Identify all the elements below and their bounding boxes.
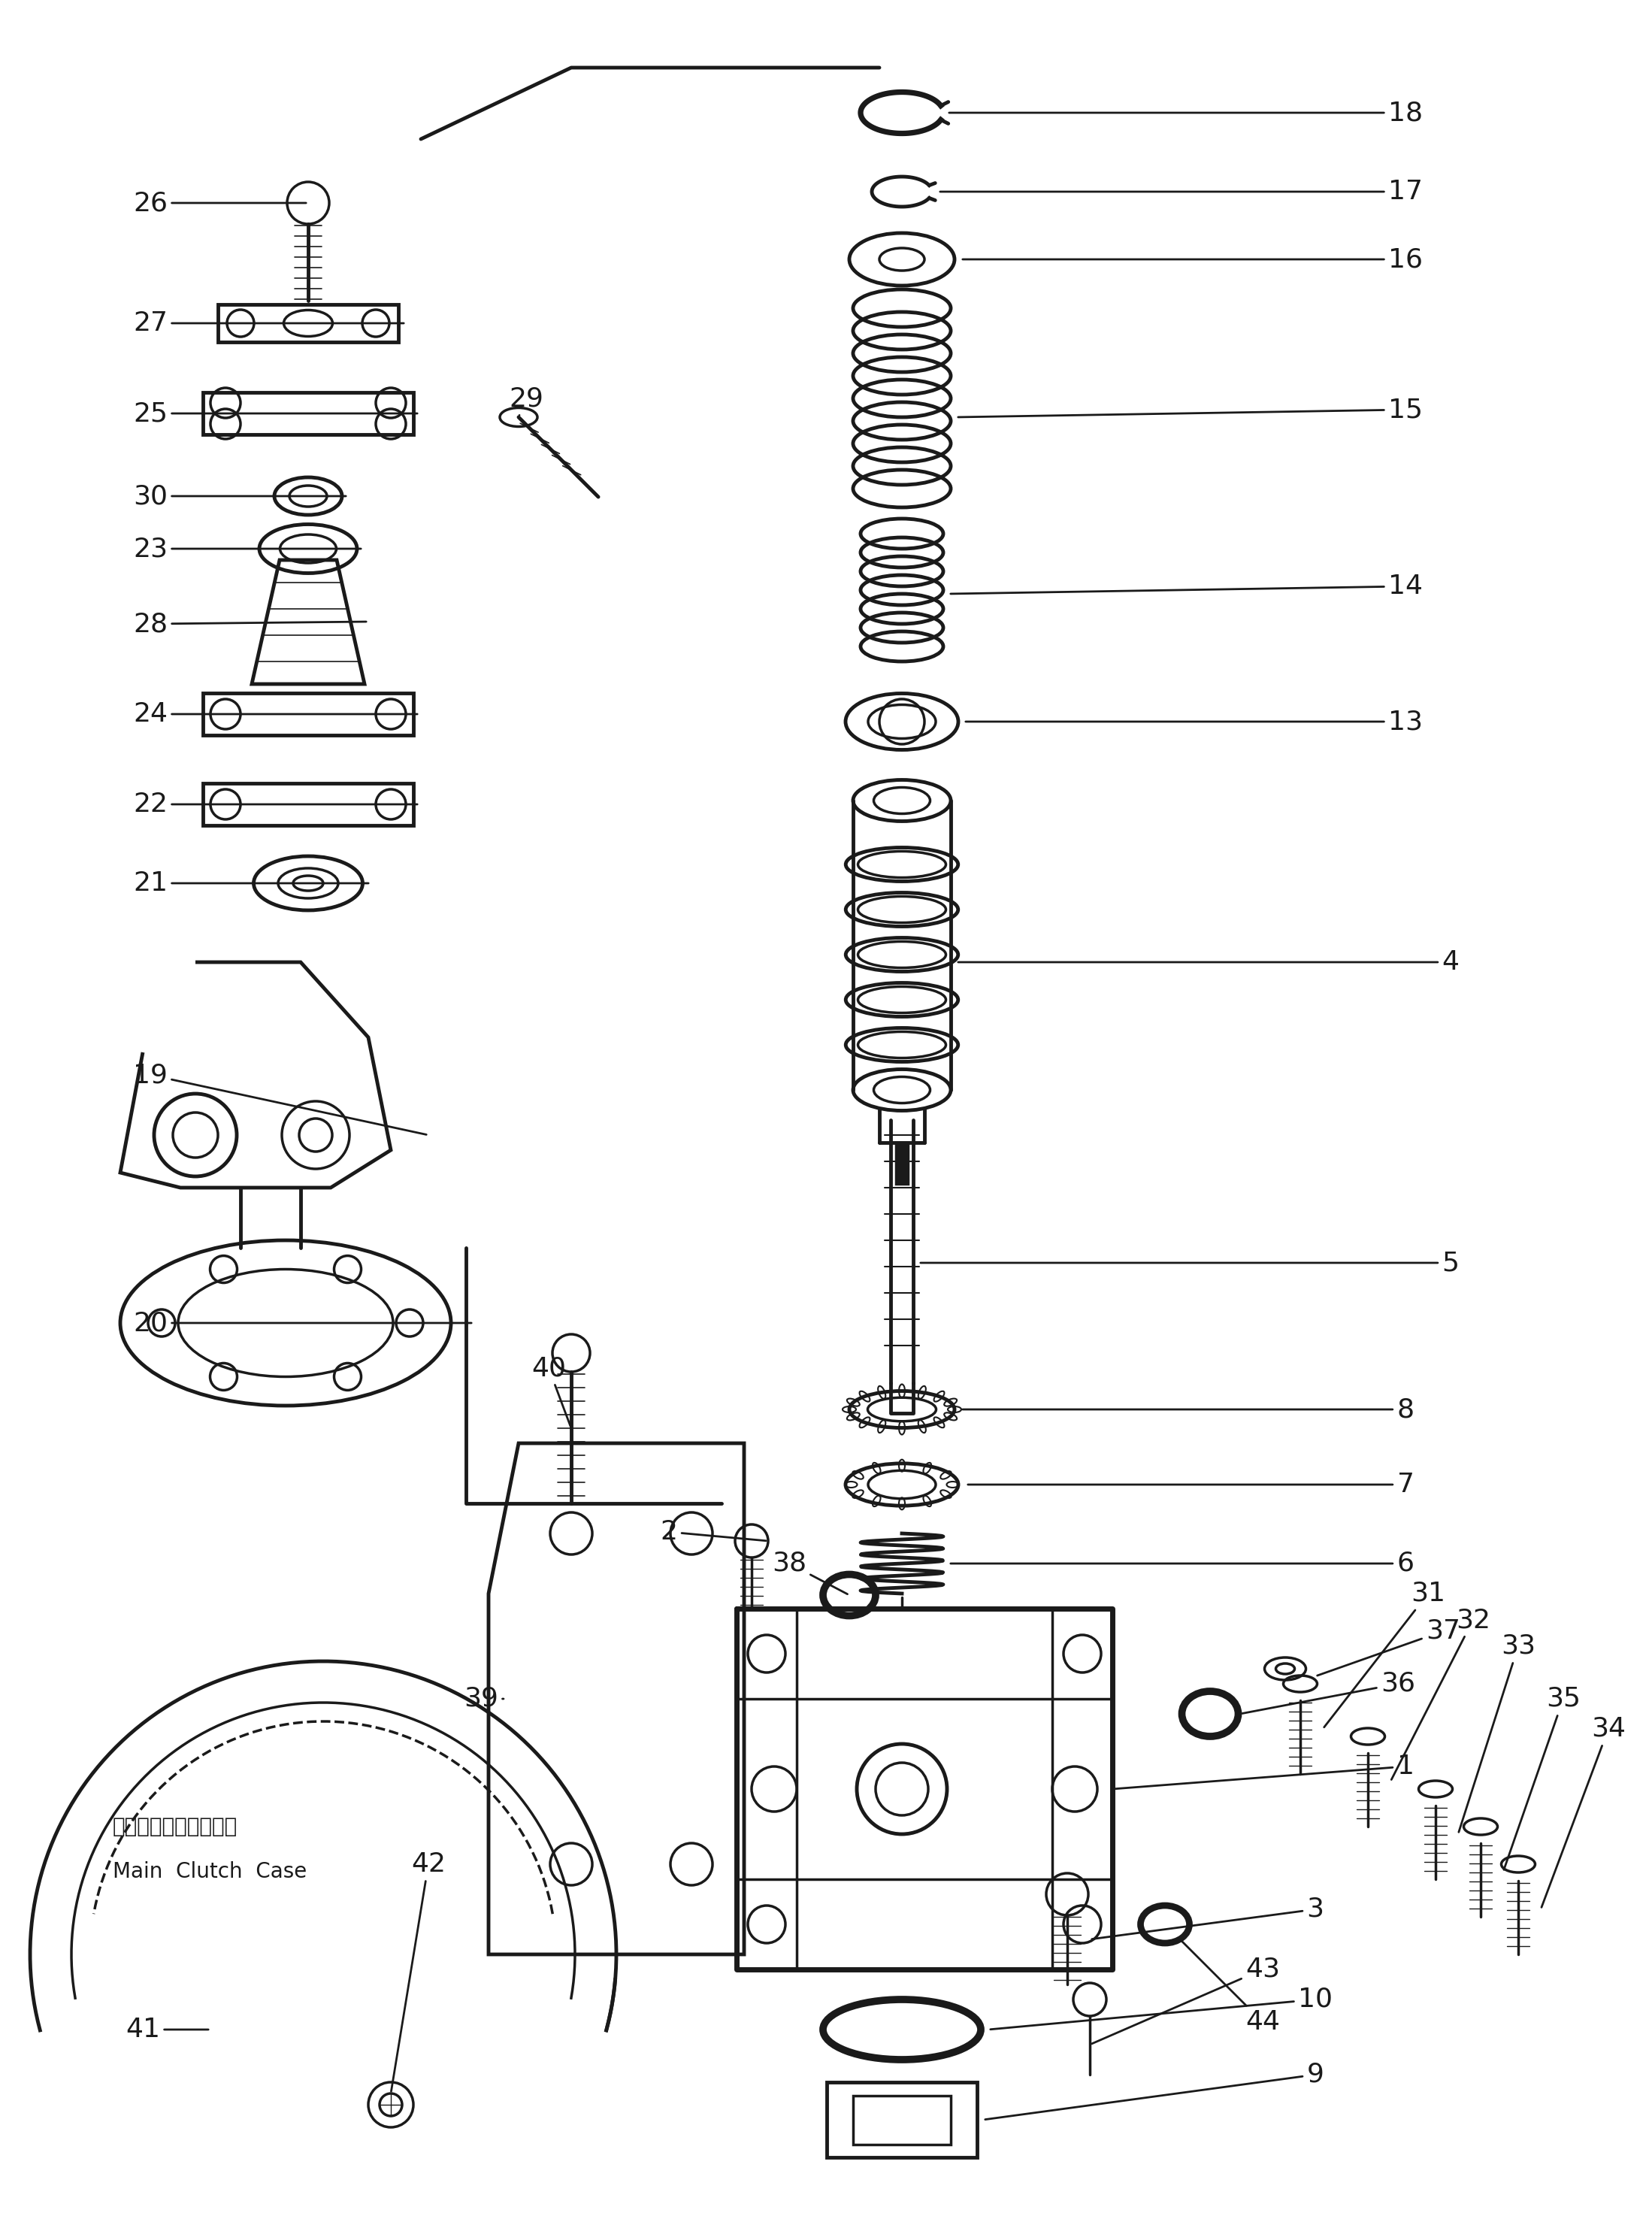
Text: 4: 4 [958,950,1459,975]
Text: 40: 40 [532,1355,570,1426]
Text: 26: 26 [134,189,306,216]
Text: メインクラッチケース: メインクラッチケース [112,1816,238,1838]
Text: 3: 3 [1092,1896,1323,1938]
Text: 16: 16 [963,247,1422,271]
Text: 35: 35 [1503,1687,1581,1869]
Bar [203,783,413,825]
Text: 5: 5 [920,1250,1459,1275]
Text: 15: 15 [958,396,1422,423]
Bar [895,1144,909,1184]
Text: 31: 31 [1325,1580,1446,1727]
Text: 36: 36 [1242,1671,1416,1713]
Text: 10: 10 [991,1987,1333,2029]
Text: 30: 30 [134,483,345,510]
Text: Main  Clutch  Case: Main Clutch Case [112,1860,307,1882]
Text: 24: 24 [134,701,418,728]
Text: 29: 29 [509,385,544,416]
Text: 13: 13 [966,710,1422,734]
Bar [218,305,398,343]
Text: 17: 17 [940,178,1422,205]
Text: 37: 37 [1317,1618,1460,1675]
Bar [203,692,413,734]
Text: 1: 1 [1115,1753,1414,1789]
Text: 33: 33 [1459,1633,1535,1831]
Text: 41: 41 [126,2016,208,2043]
Text: 44: 44 [1181,1940,1280,2036]
Text: 19: 19 [134,1061,426,1135]
Text: 6: 6 [950,1551,1414,1575]
Text: 21: 21 [134,870,368,897]
Text: 43: 43 [1092,1956,1280,2045]
Text: 27: 27 [134,312,403,336]
Text: 23: 23 [134,536,360,561]
Text: 9: 9 [985,2063,1323,2120]
Text: 28: 28 [132,612,367,636]
Text: 20: 20 [134,1311,471,1335]
Text: 34: 34 [1541,1715,1626,1907]
Text: 22: 22 [134,792,418,817]
Bar [203,392,413,434]
Text: 32: 32 [1391,1606,1490,1780]
Text: 2: 2 [661,1520,767,1544]
Text: 39: 39 [464,1687,504,1711]
Bar [852,2096,952,2145]
Bar [826,2083,976,2158]
Text: 14: 14 [950,574,1422,599]
Text: 42: 42 [392,1851,446,2091]
Text: 25: 25 [134,400,418,427]
Text: 7: 7 [968,1471,1414,1497]
Text: 18: 18 [950,100,1422,125]
Text: 8: 8 [963,1397,1414,1422]
Text: 38: 38 [771,1551,847,1593]
